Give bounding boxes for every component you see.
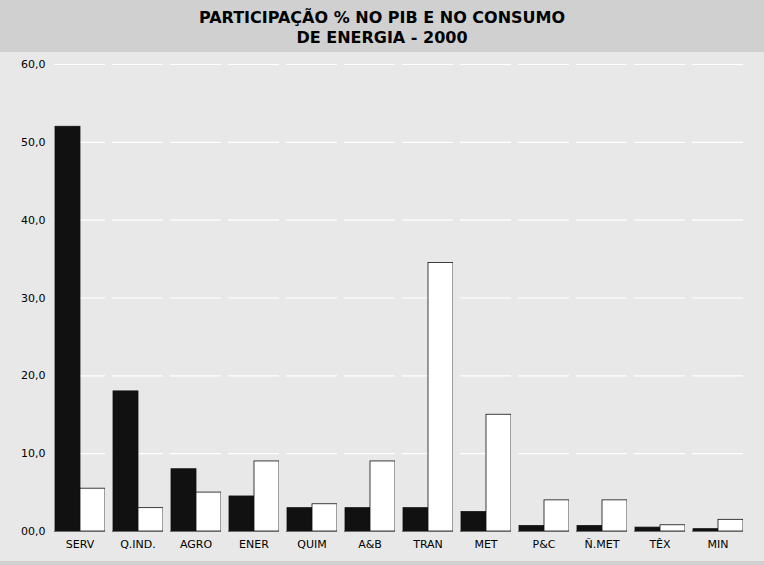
svg-text:MIN: MIN <box>708 538 729 551</box>
svg-text:Q.IND.: Q.IND. <box>120 538 156 551</box>
svg-text:A&B: A&B <box>358 538 382 551</box>
svg-text:P&C: P&C <box>533 538 556 551</box>
svg-text:AGRO: AGRO <box>180 538 212 551</box>
svg-text:MET: MET <box>474 538 497 551</box>
svg-text:10,0: 10,0 <box>21 447 46 460</box>
html-text:PARTICIPAÇÃO % NO PIB E NO CON: PARTICIPAÇÃO % NO PIB E NO CONSUMO DE EN… <box>198 8 566 47</box>
svg-text:TÊX: TÊX <box>648 538 671 551</box>
svg-text:Ñ.MET: Ñ.MET <box>585 538 620 551</box>
svg-text:ENER: ENER <box>239 538 269 551</box>
svg-text:QUIM: QUIM <box>297 538 326 551</box>
svg-text:40,0: 40,0 <box>21 214 46 227</box>
svg-text:20,0: 20,0 <box>21 369 46 382</box>
svg-text:TRAN: TRAN <box>412 538 443 551</box>
svg-text:SERV: SERV <box>66 538 95 551</box>
svg-text:50,0: 50,0 <box>21 136 46 149</box>
svg-text:30,0: 30,0 <box>21 292 46 305</box>
svg-text:00,0: 00,0 <box>21 525 46 538</box>
svg-text:60,0: 60,0 <box>21 58 46 71</box>
